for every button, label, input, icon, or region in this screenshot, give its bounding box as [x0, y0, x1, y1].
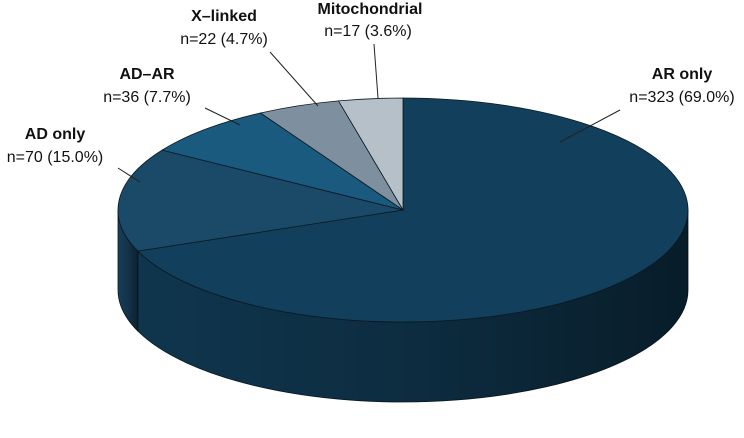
slice-label: AD–AR — [119, 66, 175, 83]
value-label: n=323 (69.0%) — [629, 89, 734, 106]
slice — [161, 112, 404, 211]
slice-label: AD only — [25, 126, 86, 143]
value-label: n=17 (3.6%) — [324, 23, 412, 40]
slice-label: AR only — [652, 66, 713, 83]
leader-line — [373, 43, 379, 99]
slice-label: Mitochondrial — [318, 1, 423, 18]
slice — [117, 149, 404, 252]
leader-line — [204, 107, 241, 126]
slice — [137, 97, 689, 323]
leader-line — [269, 51, 319, 107]
slice-side-shade — [118, 210, 138, 332]
leader-line — [559, 109, 621, 143]
value-label: n=36 (7.7%) — [103, 89, 191, 106]
slice-label: X–linked — [191, 8, 257, 25]
slice-side-shade — [137, 210, 689, 403]
value-label: n=70 (15.0%) — [7, 149, 104, 166]
leader-line — [117, 167, 141, 183]
value-label: n=22 (4.7%) — [180, 31, 268, 48]
slice — [337, 97, 404, 212]
